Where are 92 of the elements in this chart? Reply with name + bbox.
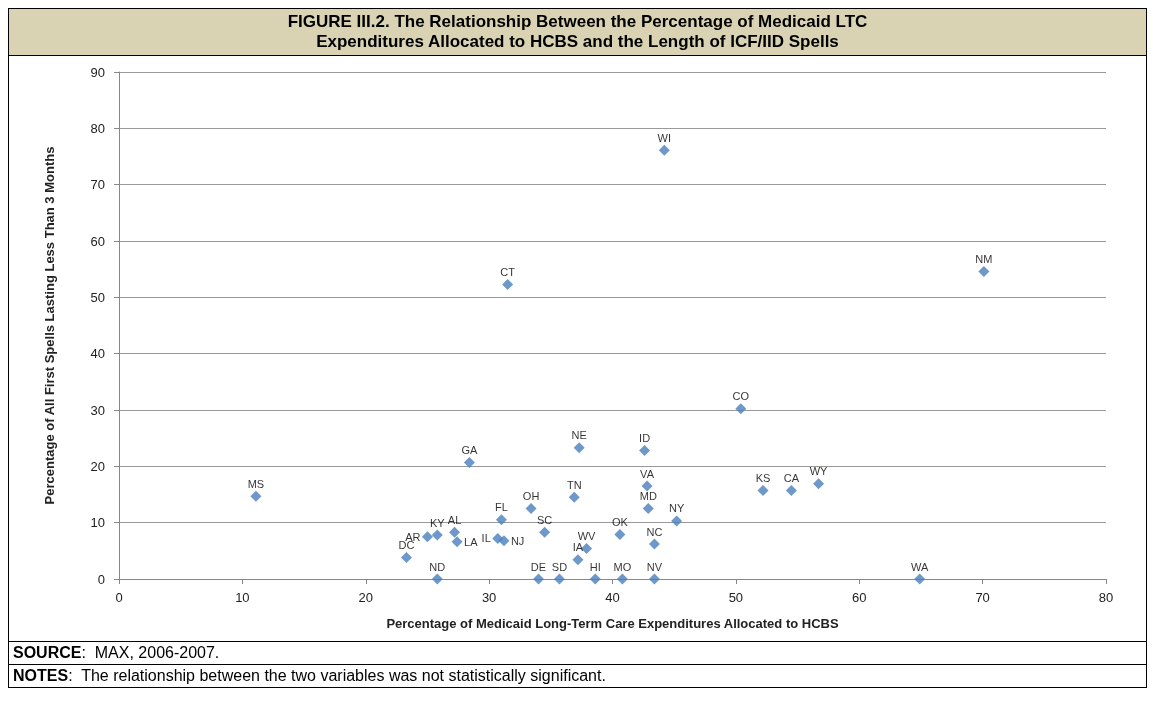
y-axis-title: Percentage of All First Spells Lasting Less Than 3 Months [41, 146, 57, 505]
point [250, 490, 262, 502]
annotation: WY [809, 465, 829, 478]
y-tick-label: 50 [90, 289, 105, 305]
annotation: NE [571, 429, 587, 442]
point [463, 456, 475, 468]
point [813, 478, 825, 490]
point [914, 573, 926, 585]
point [648, 538, 660, 550]
annotation: CO [732, 390, 750, 403]
annotation: IL [481, 532, 491, 545]
point [639, 445, 651, 457]
annotation: OK [611, 516, 629, 528]
annotation: WI [657, 131, 672, 144]
annotation: ID [639, 432, 651, 445]
y-tick-label: 70 [90, 177, 105, 193]
point [642, 503, 654, 515]
y-tick-label: 30 [90, 402, 105, 418]
chart-title: FIGURE III.2. The Relationship Between the Percentage of Medicaid LTC Expenditures Allocated to HCBS and the Length of ICF/IID Spells [9, 9, 1146, 56]
y-tick-label: 10 [90, 515, 105, 531]
point [539, 526, 551, 538]
point [431, 529, 443, 541]
annotation: NC [646, 525, 663, 538]
point [616, 573, 628, 585]
x-tick-label: 70 [975, 590, 990, 605]
point [553, 573, 565, 585]
point [568, 491, 580, 503]
x-tick-label: 40 [605, 590, 620, 605]
x-tick-label: 20 [358, 590, 373, 605]
y-tick-label: 0 [97, 571, 105, 587]
y-tick-label: 90 [90, 64, 105, 80]
source-note: SOURCE: MAX, 2006-2007. [9, 641, 1146, 664]
annotation: CT [500, 265, 516, 278]
point [573, 442, 585, 454]
annotation: NV [646, 560, 663, 573]
point [757, 485, 769, 497]
point [495, 514, 507, 526]
annotation: ND [429, 560, 446, 573]
annotation: OH [522, 490, 540, 503]
annotation: WV [577, 530, 597, 543]
annotation: HI [589, 560, 601, 573]
point [502, 278, 514, 290]
y-tick-label: 60 [90, 233, 105, 249]
annotation: AL [447, 513, 462, 526]
annotation: MO [613, 560, 632, 573]
annotation: SC [537, 513, 553, 526]
point [589, 573, 601, 585]
annotation: KS [755, 472, 771, 485]
annotation: NJ [510, 534, 525, 547]
y-tick-label: 20 [90, 458, 105, 474]
point [572, 554, 584, 566]
annotation: WA [911, 560, 930, 573]
point [431, 573, 443, 585]
annotation: VA [640, 467, 655, 480]
text: NOTES: The relationship between the two variables was not statistically significant. [9, 664, 1146, 687]
annotation: MD [639, 490, 657, 503]
point [671, 515, 683, 527]
annotation: TN [566, 478, 582, 491]
x-tick-label: 0 [115, 590, 123, 605]
point [449, 526, 461, 538]
annotation: MS [247, 477, 265, 490]
x-tick-label: 60 [852, 590, 867, 605]
annotation: KY [429, 516, 446, 529]
x-axis-title: Percentage of Medicaid Long-Term Care Expenditures Allocated to HCBS [386, 616, 839, 631]
point [648, 573, 660, 585]
point [421, 531, 433, 543]
point [785, 485, 797, 497]
annotation: FL [495, 501, 508, 514]
point [614, 529, 626, 540]
annotation: SD [551, 560, 568, 573]
point [451, 536, 463, 548]
annotation: LA [464, 535, 479, 548]
point [978, 265, 990, 277]
point [498, 535, 510, 547]
point [532, 573, 544, 585]
x-tick-label: 80 [1098, 590, 1114, 605]
annotation: NY [669, 502, 685, 515]
point [735, 403, 747, 415]
x-tick-label: 30 [481, 590, 497, 605]
annotation: DE [530, 560, 547, 573]
annotation: CA [783, 472, 800, 485]
point [641, 480, 653, 492]
point [658, 144, 670, 156]
annotation: IA [572, 541, 584, 554]
point [525, 503, 537, 515]
x-tick-label: 10 [235, 590, 250, 605]
annotation: GA [461, 443, 478, 456]
y-tick-label: 80 [90, 120, 105, 136]
y-tick-label: 40 [90, 346, 105, 362]
annotation: NM [975, 252, 993, 265]
point [400, 552, 412, 564]
x-tick-label: 50 [728, 590, 744, 605]
